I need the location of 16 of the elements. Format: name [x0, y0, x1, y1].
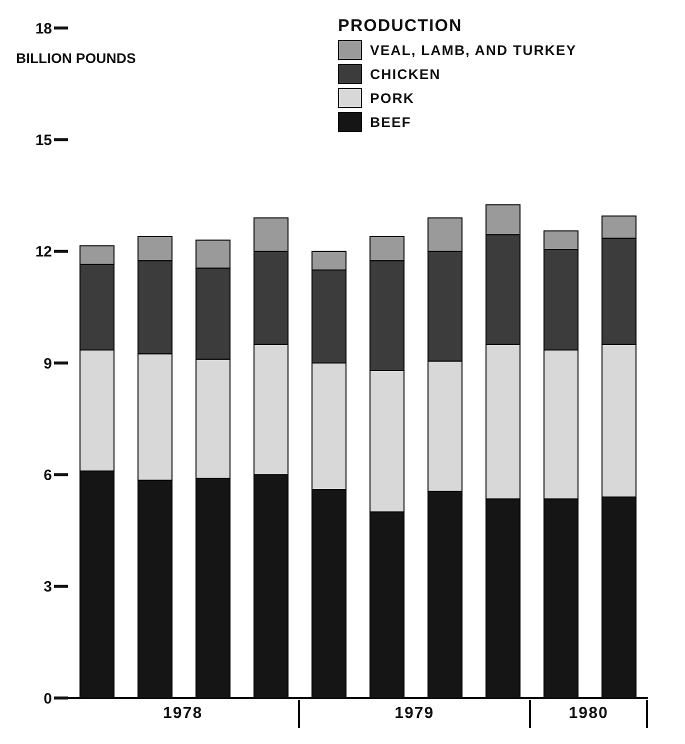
text: 1979 [300, 700, 532, 728]
legend-label: CHICKEN [370, 66, 441, 82]
y-axis-title: BILLION POUNDS [16, 50, 136, 66]
y-tick-label: 12 [35, 244, 52, 261]
legend-label: VEAL, LAMB, AND TURKEY [370, 42, 577, 58]
y-tick-label: 3 [44, 578, 52, 596]
legend-title: PRODUCTION [338, 16, 464, 36]
legend-label: PORK [370, 90, 414, 106]
y-tick-label: 15 [35, 132, 52, 149]
y-tick-label: 9 [44, 355, 52, 372]
text: 1978 [68, 700, 300, 728]
y-tick-label: 0 [44, 690, 52, 708]
legend-label: BEEF [370, 114, 412, 130]
text: 1980 [531, 700, 648, 728]
y-tick-label: 6 [44, 466, 52, 484]
y-tick-label: 18 [35, 20, 52, 38]
